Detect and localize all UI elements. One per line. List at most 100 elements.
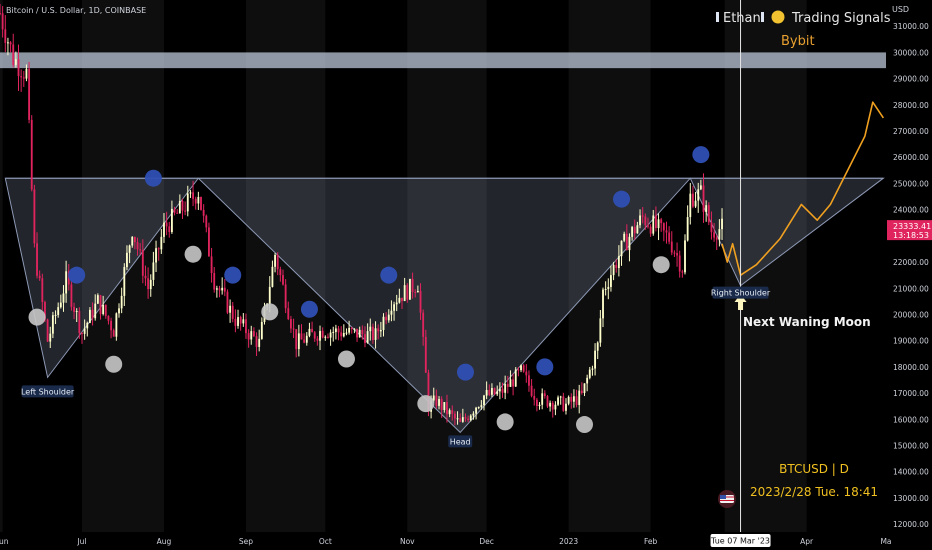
candle-body xyxy=(316,338,319,341)
candle-body xyxy=(4,29,7,43)
candle-body xyxy=(382,316,385,331)
new-moon-marker xyxy=(68,266,86,284)
candle-body xyxy=(652,215,655,234)
candle-body xyxy=(81,332,83,334)
candle-body xyxy=(181,200,184,211)
candle-body xyxy=(615,264,618,269)
candle-body xyxy=(475,407,477,414)
price-scale[interactable]: 31000.00 30000.00 29000.00 28000.00 27000.00… xyxy=(886,0,932,550)
candle-body xyxy=(620,240,623,257)
moon-markers xyxy=(28,146,710,434)
last-price-value: 23333.41 xyxy=(893,222,931,231)
candle-body xyxy=(91,309,94,319)
time-tick: Apr xyxy=(800,537,814,546)
price-tick: 28000.00 xyxy=(893,101,929,110)
price-tick: 17000.00 xyxy=(893,389,929,398)
candle-body xyxy=(229,305,232,313)
bar-countdown: 13:18:53 xyxy=(893,231,929,240)
candle-body xyxy=(305,335,308,343)
candle-body xyxy=(461,417,464,422)
candle-body xyxy=(20,76,23,78)
candle-body xyxy=(467,418,470,421)
candle-body xyxy=(94,303,97,319)
candle-body xyxy=(337,328,340,333)
candle-body xyxy=(414,291,417,293)
candle-body xyxy=(533,395,536,400)
candle-body xyxy=(409,278,411,300)
candle-body xyxy=(194,198,197,204)
price-tick: 12000.00 xyxy=(893,520,929,529)
candle-body xyxy=(654,215,657,229)
bar-icon xyxy=(716,12,719,22)
price-tick: 13000.00 xyxy=(893,494,929,503)
candle-body xyxy=(123,267,126,296)
watermark-brand: Trading Signals xyxy=(791,11,891,26)
candle-body xyxy=(213,273,216,290)
candle-body xyxy=(279,269,282,276)
candle-body xyxy=(295,329,298,350)
candle-body xyxy=(17,59,20,77)
candle-body xyxy=(178,200,181,214)
candle-body xyxy=(311,328,314,333)
candle-body xyxy=(557,397,559,405)
price-tick: 21000.00 xyxy=(893,284,929,293)
candle-body xyxy=(491,388,493,395)
candle-body xyxy=(697,189,700,201)
candle-body xyxy=(268,286,271,304)
candle-body xyxy=(607,286,610,290)
candle-body xyxy=(287,308,290,320)
candle-body xyxy=(54,314,57,316)
left-shoulder-text: Left Shoulder xyxy=(21,387,75,396)
candle-body xyxy=(155,248,157,263)
candle-body xyxy=(189,192,192,194)
candle-body xyxy=(453,413,456,419)
moon-icon xyxy=(771,10,785,24)
currency-label: USD xyxy=(892,5,909,14)
candle-body xyxy=(612,264,615,276)
price-tick: 15000.00 xyxy=(893,442,929,451)
candle-body xyxy=(485,390,488,396)
candle-body xyxy=(289,319,292,329)
symbol-title[interactable]: Bitcoin / U.S. Dollar, 1D, COINBASE xyxy=(6,6,146,15)
projection-path xyxy=(721,101,885,276)
candle-body xyxy=(165,222,168,227)
candle-body xyxy=(594,350,597,369)
candle-body xyxy=(633,227,636,234)
candle-body xyxy=(356,328,358,338)
candle-body xyxy=(525,371,528,376)
candle-body xyxy=(512,379,515,387)
candle-body xyxy=(520,365,522,371)
candle-body xyxy=(329,332,332,338)
resistance-band xyxy=(0,52,886,69)
candle-body xyxy=(665,230,668,233)
candle-body xyxy=(0,13,1,15)
time-tick: Oct xyxy=(319,537,332,546)
candle-body xyxy=(464,417,467,419)
candle-body xyxy=(477,407,480,409)
watermark-name: Ethan xyxy=(723,11,761,26)
candle-body xyxy=(282,275,284,285)
candle-body xyxy=(673,252,676,254)
left-shoulder-label: Left Shoulder xyxy=(21,385,75,398)
candle-body xyxy=(12,44,15,65)
candle-body xyxy=(284,284,287,309)
time-scale[interactable]: Jun Jul Aug Sep Oct Nov Dec 2023 Feb Apr Ma xyxy=(0,532,932,550)
candle-body xyxy=(596,342,599,351)
head-label: Head xyxy=(448,435,473,448)
candle-body xyxy=(570,396,573,402)
candle-body xyxy=(578,390,581,405)
candle-body xyxy=(546,396,549,407)
candle-body xyxy=(83,328,86,334)
full-moon-marker xyxy=(575,416,593,434)
price-tick: 25000.00 xyxy=(893,179,929,188)
candle-body xyxy=(488,390,491,395)
price-tick: 20000.00 xyxy=(893,310,929,319)
candle-body xyxy=(96,295,99,304)
candle-body xyxy=(51,315,54,334)
candle-body xyxy=(366,331,369,343)
candle-body xyxy=(57,307,60,315)
flag-icon[interactable] xyxy=(718,490,736,508)
candle-body xyxy=(73,306,75,312)
candle-body xyxy=(374,328,377,340)
